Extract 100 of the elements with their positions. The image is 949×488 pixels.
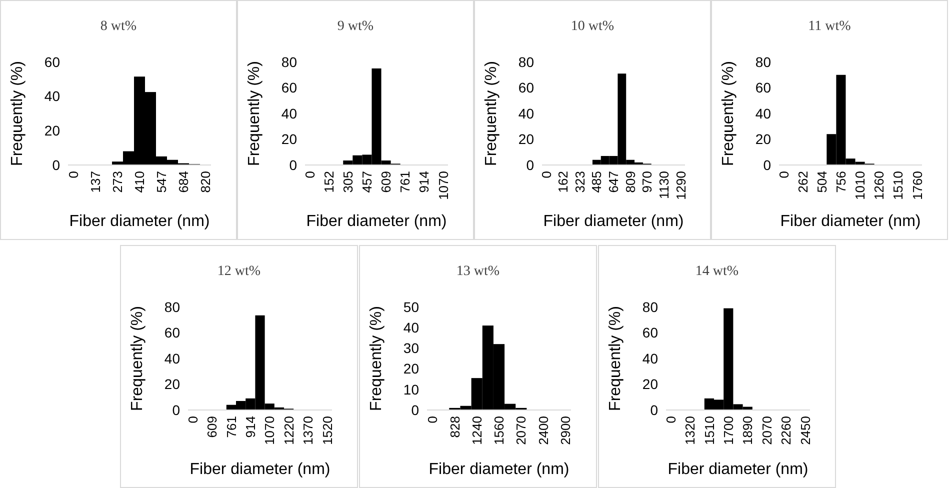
x-tick-label: 0 xyxy=(663,416,678,424)
x-tick-label: 1370 xyxy=(300,416,316,445)
y-axis-title: Frequently (%) xyxy=(483,61,500,166)
y-axis-title: Frequently (%) xyxy=(607,306,624,411)
chart-title: 12 wt% xyxy=(217,264,261,279)
y-tick-label: 10 xyxy=(403,381,420,398)
y-tick-label: 20 xyxy=(164,376,180,392)
chart-title: 10 wt% xyxy=(570,19,614,34)
y-tick-label: 80 xyxy=(642,298,658,315)
y-tick-label: 40 xyxy=(755,105,772,122)
x-tick-label: 2450 xyxy=(798,416,813,445)
chart-title: 9 wt% xyxy=(337,19,374,34)
chart-title: 13 wt% xyxy=(456,264,500,279)
x-tick-label: 2400 xyxy=(536,416,551,445)
x-axis-title: Fiber diameter (nm) xyxy=(780,213,921,230)
x-tick-label: 761 xyxy=(224,416,239,438)
y-tick-label: 60 xyxy=(755,80,772,96)
x-tick-label: 137 xyxy=(88,171,104,193)
y-tick-label: 40 xyxy=(164,350,180,366)
x-tick-label: 0 xyxy=(776,171,792,178)
x-tick-label: 305 xyxy=(340,171,356,193)
x-tick-label: 809 xyxy=(622,171,638,193)
y-axis-title: Frequently (%) xyxy=(368,306,385,411)
x-tick-label: 0 xyxy=(302,171,318,178)
y-tick-label: 80 xyxy=(164,298,180,315)
x-tick-label: 504 xyxy=(814,171,830,193)
y-axis-title: Frequently (%) xyxy=(246,61,263,166)
y-tick-label: 60 xyxy=(642,324,658,341)
y-tick-label: 40 xyxy=(44,88,60,104)
x-axis-title: Fiber diameter (nm) xyxy=(69,213,210,230)
y-tick-label: 20 xyxy=(281,131,298,148)
y-tick-label: 60 xyxy=(44,54,60,70)
x-axis-title: Fiber diameter (nm) xyxy=(306,213,447,230)
chart-title: 8 wt% xyxy=(100,19,137,34)
x-tick-label: 1560 xyxy=(492,416,507,445)
x-tick-label: 1760 xyxy=(910,171,925,200)
chart-title: 11 wt% xyxy=(808,19,852,34)
x-tick-label: 273 xyxy=(110,171,126,193)
x-tick-label: 457 xyxy=(360,171,375,193)
x-tick-label: 756 xyxy=(834,171,849,193)
x-tick-label: 0 xyxy=(185,416,200,424)
x-axis-title: Fiber diameter (nm) xyxy=(428,461,570,478)
y-tick-label: 30 xyxy=(403,340,420,356)
x-tick-label: 914 xyxy=(242,416,258,438)
y-tick-label: 40 xyxy=(518,105,534,122)
x-tick-label: 162 xyxy=(556,171,571,193)
y-axis-title: Frequently (%) xyxy=(9,61,26,166)
x-tick-label: 828 xyxy=(447,416,462,438)
x-tick-label: 2070 xyxy=(759,416,774,445)
y-tick-label: 60 xyxy=(164,324,180,341)
y-tick-label: 20 xyxy=(642,376,658,392)
x-tick-label: 914 xyxy=(416,171,432,193)
x-tick-label: 2900 xyxy=(558,416,574,445)
y-tick-label: 80 xyxy=(755,54,772,70)
y-tick-label: 40 xyxy=(281,105,298,122)
y-tick-label: 50 xyxy=(403,298,420,315)
y-tick-label: 20 xyxy=(518,131,534,148)
x-tick-label: 820 xyxy=(198,171,214,193)
x-axis-title: Fiber diameter (nm) xyxy=(543,213,684,230)
y-tick-label: 60 xyxy=(281,80,298,96)
x-tick-label: 262 xyxy=(795,171,810,193)
x-tick-label: 1070 xyxy=(262,416,278,445)
x-tick-label: 0 xyxy=(425,416,440,424)
x-tick-label: 684 xyxy=(176,171,192,193)
y-tick-label: 20 xyxy=(755,131,772,148)
x-tick-label: 1700 xyxy=(720,416,736,445)
x-tick-label: 761 xyxy=(398,171,413,193)
y-tick-label: 40 xyxy=(642,350,658,366)
x-tick-label: 1510 xyxy=(702,416,717,445)
y-tick-label: 20 xyxy=(403,360,420,377)
x-tick-label: 410 xyxy=(132,171,148,193)
x-tick-label: 547 xyxy=(154,171,170,193)
x-tick-label: 647 xyxy=(606,171,622,193)
x-tick-label: 1510 xyxy=(890,171,906,200)
x-tick-label: 1240 xyxy=(469,416,484,445)
x-tick-label: 152 xyxy=(321,171,336,193)
y-tick-label: 20 xyxy=(44,122,60,139)
x-tick-label: 1010 xyxy=(852,171,868,200)
x-tick-label: 1130 xyxy=(656,171,672,199)
x-tick-label: 1260 xyxy=(872,171,887,200)
x-tick-label: 0 xyxy=(538,171,554,178)
x-tick-label: 2070 xyxy=(514,416,529,445)
x-tick-label: 1070 xyxy=(436,171,451,200)
y-tick-label: 80 xyxy=(518,54,534,70)
x-tick-label: 2260 xyxy=(778,416,794,445)
x-tick-label: 0 xyxy=(66,171,82,178)
y-tick-label: 80 xyxy=(281,54,298,70)
x-tick-label: 485 xyxy=(589,171,604,193)
x-axis-title: Fiber diameter (nm) xyxy=(190,461,330,478)
y-axis-title: Frequently (%) xyxy=(720,61,737,166)
x-axis-title: Fiber diameter (nm) xyxy=(668,461,808,478)
x-tick-label: 609 xyxy=(204,416,220,438)
y-axis-title: Frequently (%) xyxy=(129,306,146,411)
chart-title: 14 wt% xyxy=(695,264,739,279)
x-tick-label: 1320 xyxy=(682,416,698,445)
x-tick-label: 1290 xyxy=(673,171,688,200)
x-tick-label: 323 xyxy=(572,171,588,193)
x-tick-label: 1890 xyxy=(740,416,756,445)
y-tick-label: 40 xyxy=(403,320,420,336)
x-tick-label: 1520 xyxy=(320,416,335,445)
